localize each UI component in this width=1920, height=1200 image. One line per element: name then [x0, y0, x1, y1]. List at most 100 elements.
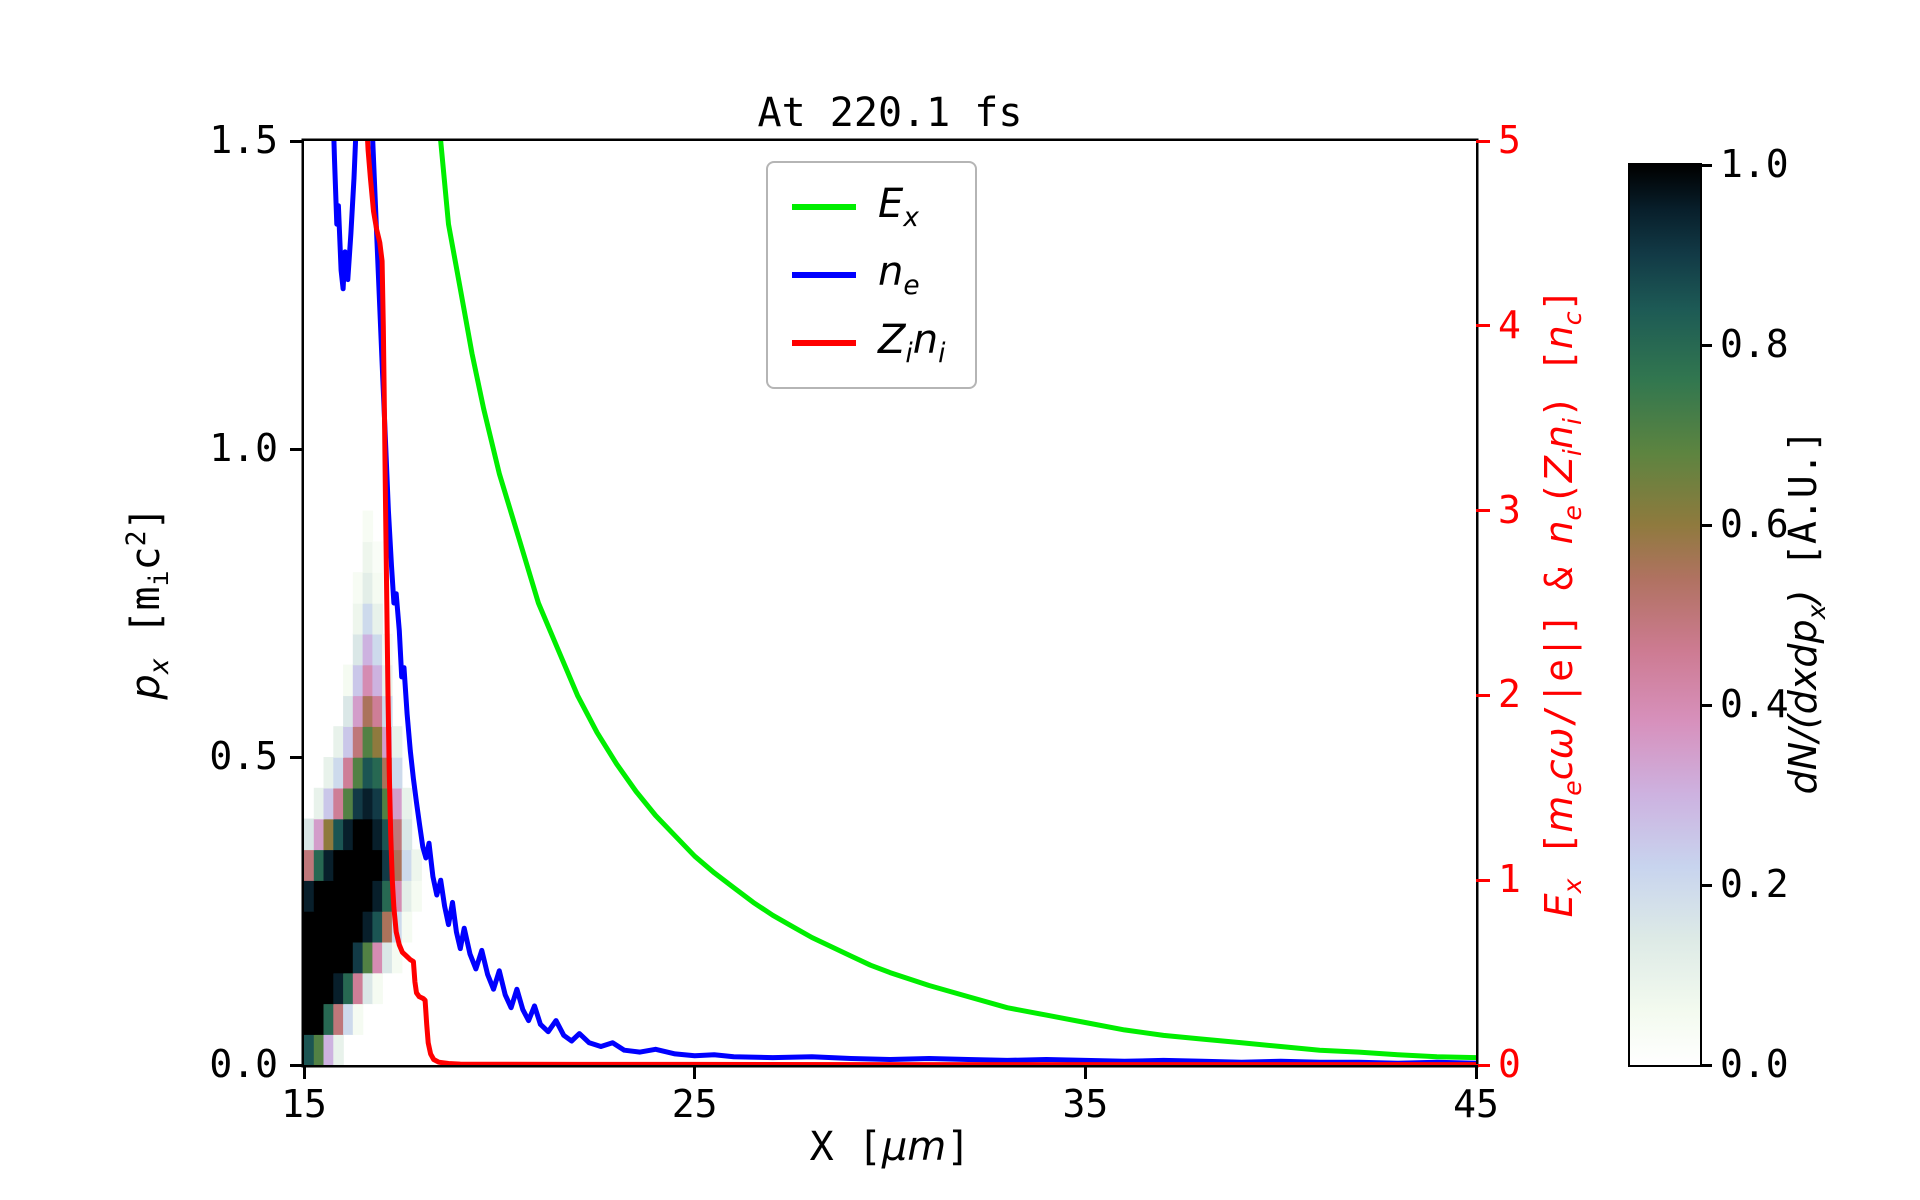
left-tick [290, 139, 304, 143]
heatmap-cell [411, 849, 422, 881]
heatmap-cell [304, 911, 315, 943]
legend: Ex ne Zini [766, 161, 978, 389]
heatmap-cell [382, 818, 393, 851]
heatmap-cell [372, 972, 383, 1005]
heatmap-cell [391, 787, 403, 820]
legend-swatch-Z_i n_i [792, 340, 856, 346]
heatmap-cell [391, 880, 403, 912]
heatmap-cell [343, 757, 354, 789]
heatmap-cell [313, 941, 325, 974]
heatmap-cell [323, 787, 334, 820]
heatmap-cell [323, 941, 334, 974]
heatmap-cell [401, 911, 413, 943]
heatmap-cell [411, 880, 422, 912]
legend-label-n_e: ne [878, 249, 920, 301]
heatmap-cell [343, 911, 354, 943]
right-tick-label: 5 [1498, 118, 1521, 162]
heatmap-cell [343, 726, 354, 758]
heatmap-cell [372, 849, 383, 881]
colorbar-tick-label: 0.8 [1720, 322, 1789, 366]
colorbar-tick [1700, 703, 1712, 707]
heatmap-cell [352, 695, 364, 727]
colorbar-tick-label: 0.2 [1720, 862, 1789, 906]
right-tick-label: 4 [1498, 302, 1521, 347]
heatmap-cell [382, 849, 393, 881]
right-tick [1476, 324, 1490, 328]
heatmap-cell [343, 972, 354, 1005]
heatmap-cell [352, 972, 364, 1005]
heatmap-cell [343, 818, 354, 851]
heatmap-cell [333, 849, 344, 881]
left-tick-label: 0.5 [209, 734, 278, 778]
right-tick [1476, 1063, 1490, 1067]
right-tick [1476, 693, 1490, 697]
heatmap-cell [343, 941, 354, 974]
colorbar-tick [1700, 163, 1712, 167]
chart-title: At 220.1 fs [757, 90, 1023, 136]
right-tick-label: 0 [1498, 1042, 1521, 1086]
x-tick-label: 15 [281, 1082, 327, 1126]
heatmap-cell [362, 880, 374, 912]
legend-item-n_e: ne [792, 245, 945, 305]
heatmap-cell [333, 818, 344, 851]
heatmap-cell [343, 664, 354, 697]
heatmap-cell [382, 880, 393, 912]
heatmap-cell [313, 880, 325, 912]
heatmap-cell [323, 911, 334, 943]
right-tick [1476, 139, 1490, 143]
heatmap-cell [362, 972, 374, 1005]
heatmap-cell [372, 911, 383, 943]
heatmap-cell [401, 818, 413, 851]
heatmap-cell [333, 787, 344, 820]
left-tick [290, 1063, 304, 1067]
right-tick [1476, 509, 1490, 513]
heatmap-cell [362, 757, 374, 789]
heatmap-cell [391, 941, 403, 974]
colorbar-tick [1700, 343, 1712, 347]
heatmap-cell [391, 849, 403, 881]
colorbar-tick [1700, 523, 1712, 527]
heatmap-cell [382, 911, 393, 943]
colorbar-tick-label: 0.6 [1720, 502, 1789, 546]
heatmap-cell [401, 880, 413, 912]
heatmap-cell [401, 787, 413, 820]
heatmap-cell [333, 757, 344, 789]
heatmap-cell [333, 726, 344, 758]
heatmap-cell [304, 818, 315, 851]
heatmap-cell [382, 787, 393, 820]
heatmap-cell [362, 787, 374, 820]
heatmap-cell [382, 941, 393, 974]
heatmap-cell [304, 849, 315, 881]
x-tick [1474, 1065, 1478, 1079]
heatmap-cell [352, 664, 364, 697]
heatmap-cell [362, 818, 374, 851]
heatmap-cell [391, 818, 403, 851]
heatmap-cell [372, 603, 383, 635]
heatmap-cell [391, 726, 403, 758]
heatmap-cell [343, 1003, 354, 1035]
heatmap-cell [343, 787, 354, 820]
x-tick-label: 35 [1062, 1082, 1109, 1126]
heatmap-cell [323, 880, 334, 912]
heatmap-cell [372, 941, 383, 974]
heatmap-cell [352, 941, 364, 974]
x-tick [1083, 1065, 1087, 1079]
heatmap-cell [313, 972, 325, 1005]
heatmap-cell [372, 787, 383, 820]
legend-swatch-n_e [792, 272, 856, 278]
heatmap-cell [333, 972, 344, 1005]
heatmap-cell [304, 972, 315, 1005]
colorbar-tick [1700, 1063, 1712, 1067]
heatmap-cell [352, 603, 364, 635]
heatmap-cell [323, 818, 334, 851]
heatmap-cell [372, 726, 383, 758]
heatmap-cell [343, 695, 354, 727]
legend-label-Z_i n_i: Zini [878, 317, 946, 369]
heatmap-cell [313, 1003, 325, 1035]
heatmap-cell [352, 911, 364, 943]
heatmap-cell [362, 941, 374, 974]
heatmap-cell [323, 849, 334, 881]
heatmap-cell [362, 572, 374, 604]
left-axis-label: px [mic2] [120, 506, 176, 700]
